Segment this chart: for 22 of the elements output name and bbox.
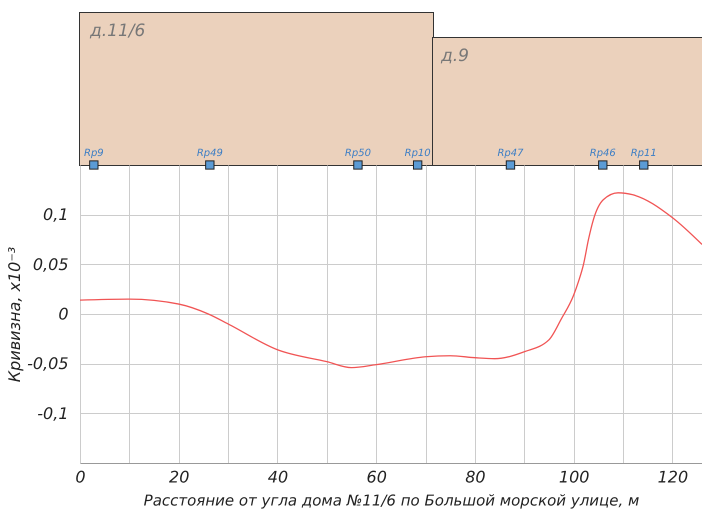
annotation: Rp47 xyxy=(497,148,524,159)
x-axis-title: Расстояние от угла дома №11/6 по Большой морской улице, м xyxy=(144,492,640,510)
x-tick-label: 120 xyxy=(658,468,688,486)
annotation: Rp11 xyxy=(630,148,657,159)
x-tick-label: 60 xyxy=(366,468,387,486)
line-series xyxy=(80,192,702,368)
x-tick-label: 100 xyxy=(558,468,590,486)
x-tick-label: 20 xyxy=(169,468,190,486)
annotation: Rp9 xyxy=(84,148,104,159)
y-tick-label: 0,05 xyxy=(32,254,68,274)
y-tick-label: -0,1 xyxy=(37,404,68,423)
annotation: Rp50 xyxy=(344,148,371,159)
y-tick-label: -0,05 xyxy=(27,354,68,374)
annotation: Rp10 xyxy=(404,148,431,159)
x-tick-label: 80 xyxy=(465,468,486,486)
annotation: Rp46 xyxy=(590,148,616,159)
y-axis-title: Кривизна, x10⁻³ xyxy=(5,246,24,382)
y-tick-label: 0 xyxy=(58,304,68,324)
x-tick-label: 0 xyxy=(75,468,86,486)
annotation: Rp49 xyxy=(196,148,223,159)
y-tick-label: 0,1 xyxy=(43,205,68,224)
x-tick-label: 40 xyxy=(268,468,288,486)
